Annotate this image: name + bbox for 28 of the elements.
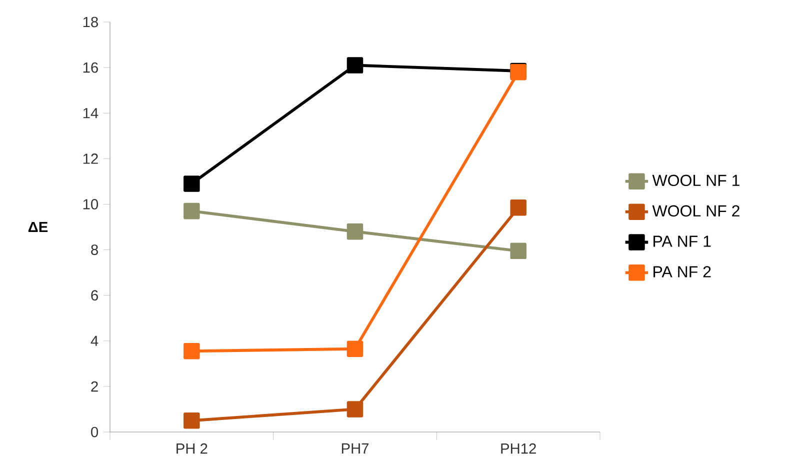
- point: [346, 223, 364, 240]
- legend-label: PA NF 2: [654, 266, 711, 278]
- y-tick-label: 12: [83, 154, 98, 164]
- x-tick-label: PH12: [501, 443, 536, 454]
- y-tick-label: 4: [90, 336, 98, 346]
- y-tick-label: 6: [91, 290, 98, 301]
- y-tick-label: 2: [91, 381, 98, 392]
- x-tick-label: PH7: [342, 443, 369, 454]
- point: [510, 242, 526, 260]
- point: [346, 57, 364, 74]
- y-tick-label: 14: [83, 108, 98, 118]
- legend-label: WOOL NF 1: [652, 174, 740, 186]
- y-axis-title: ΔE: [28, 222, 48, 232]
- point: [184, 343, 200, 360]
- point: [510, 200, 526, 216]
- y-tick-label: 10: [83, 199, 98, 210]
- y-tick-label: 0: [91, 426, 98, 438]
- y-tick-label: 16: [83, 62, 98, 73]
- x-tick-label: PH 2: [176, 443, 208, 454]
- point: [346, 401, 364, 418]
- point: [184, 202, 200, 220]
- point: [184, 412, 200, 429]
- legend-label: PA NF 1: [654, 236, 711, 247]
- point: [184, 176, 200, 192]
- point: [346, 340, 364, 357]
- y-tick-label: 18: [83, 16, 98, 28]
- y-tick-label: 8: [91, 244, 98, 255]
- legend-label: WOOL NF 2: [652, 205, 740, 217]
